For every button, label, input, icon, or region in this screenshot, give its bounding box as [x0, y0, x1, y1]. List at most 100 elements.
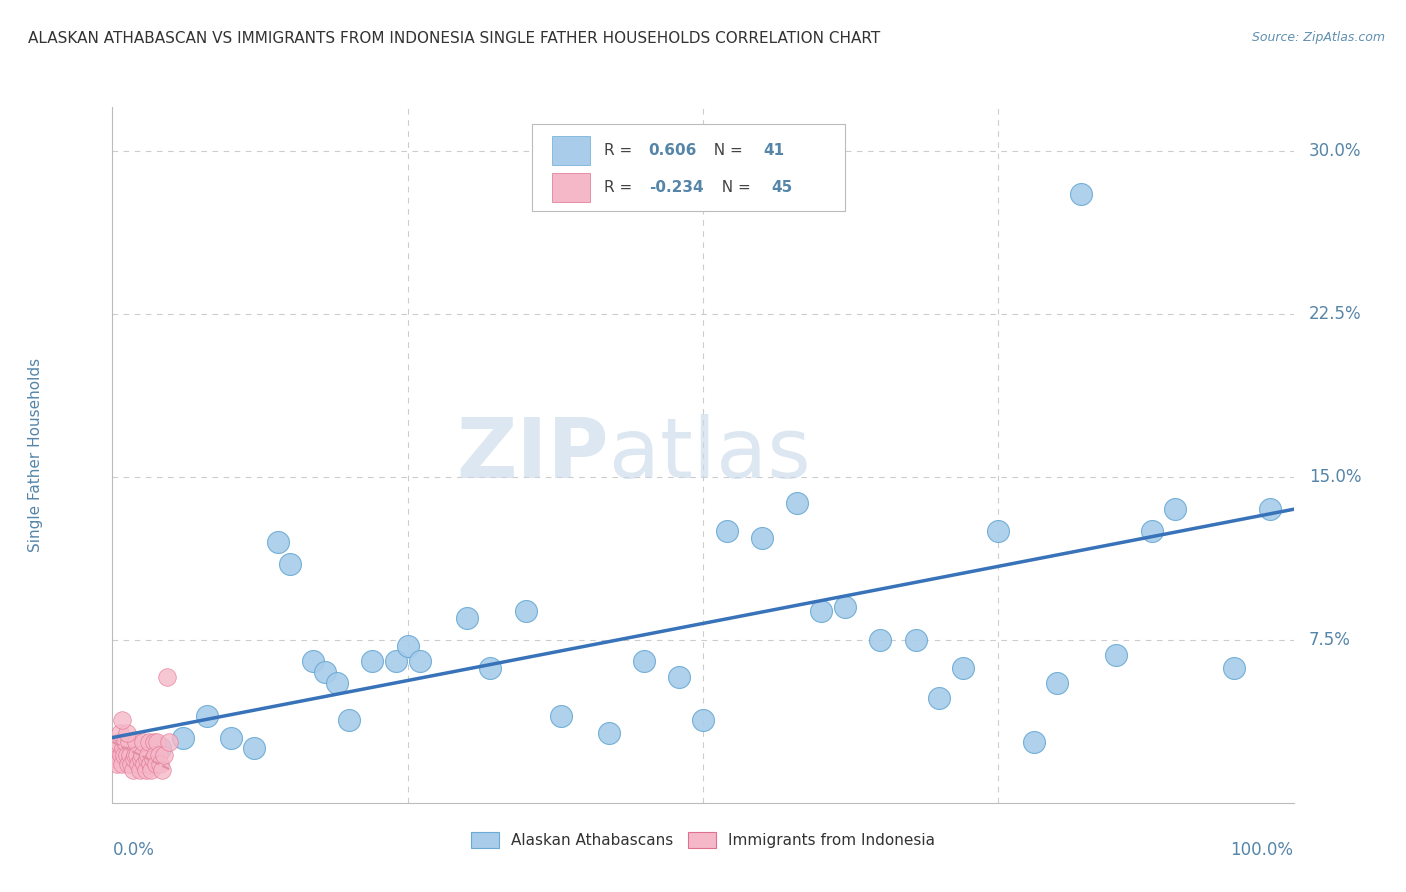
Point	[143, 747, 166, 762]
Point	[1140, 524, 1163, 538]
Point	[118, 735, 141, 749]
Point	[107, 735, 129, 749]
Point	[195, 708, 218, 723]
Bar	[551, 136, 589, 165]
Point	[142, 752, 165, 766]
Point	[408, 655, 430, 669]
Point	[136, 747, 159, 762]
Point	[135, 763, 157, 777]
Point	[479, 661, 502, 675]
Point	[115, 747, 138, 762]
Legend: Alaskan Athabascans, Immigrants from Indonesia: Alaskan Athabascans, Immigrants from Ind…	[465, 826, 941, 855]
Point	[128, 763, 150, 777]
Point	[987, 524, 1010, 538]
Point	[692, 713, 714, 727]
Point	[243, 741, 266, 756]
Point	[132, 735, 155, 749]
Text: 22.5%: 22.5%	[1309, 304, 1361, 323]
Point	[131, 747, 153, 762]
Point	[834, 600, 856, 615]
Point	[396, 639, 419, 653]
Point	[149, 741, 172, 756]
Point	[146, 735, 169, 749]
Point	[120, 747, 142, 762]
Text: Source: ZipAtlas.com: Source: ZipAtlas.com	[1251, 31, 1385, 45]
Point	[142, 735, 165, 749]
Point	[121, 763, 143, 777]
Point	[1258, 502, 1281, 516]
Text: N =: N =	[704, 143, 748, 158]
Point	[515, 605, 537, 619]
Point	[904, 632, 927, 647]
Text: 15.0%: 15.0%	[1309, 467, 1361, 485]
Point	[129, 752, 152, 766]
Point	[1046, 676, 1069, 690]
Point	[138, 735, 160, 749]
Point	[267, 534, 290, 549]
Point	[135, 752, 157, 766]
Point	[1164, 502, 1187, 516]
Point	[120, 756, 142, 771]
Text: ALASKAN ATHABASCAN VS IMMIGRANTS FROM INDONESIA SINGLE FATHER HOUSEHOLDS CORRELA: ALASKAN ATHABASCAN VS IMMIGRANTS FROM IN…	[28, 31, 880, 46]
Point	[139, 756, 162, 771]
Point	[127, 756, 149, 771]
Point	[127, 747, 149, 762]
Point	[751, 531, 773, 545]
FancyBboxPatch shape	[531, 124, 845, 211]
Point	[117, 756, 139, 771]
Text: -0.234: -0.234	[648, 179, 703, 194]
Text: 0.606: 0.606	[648, 143, 697, 158]
Point	[111, 713, 134, 727]
Text: R =: R =	[603, 179, 637, 194]
Point	[153, 747, 176, 762]
Point	[668, 670, 690, 684]
Point	[122, 752, 145, 766]
Point	[110, 747, 132, 762]
Point	[104, 741, 127, 756]
Point	[326, 676, 349, 690]
Point	[149, 756, 172, 771]
Point	[114, 735, 136, 749]
Point	[115, 726, 138, 740]
Point	[928, 691, 950, 706]
Point	[108, 726, 131, 740]
Point	[314, 665, 336, 680]
Point	[156, 670, 179, 684]
Point	[810, 605, 832, 619]
Point	[157, 735, 180, 749]
Point	[598, 726, 620, 740]
Point	[172, 731, 194, 745]
Point	[1223, 661, 1246, 675]
Point	[145, 756, 167, 771]
Point	[148, 747, 170, 762]
Text: N =: N =	[713, 179, 756, 194]
Point	[125, 735, 148, 749]
Point	[124, 747, 146, 762]
Bar	[551, 172, 589, 202]
Point	[112, 747, 135, 762]
Point	[952, 661, 974, 675]
Point	[550, 708, 572, 723]
Point	[1105, 648, 1128, 662]
Text: 41: 41	[763, 143, 785, 158]
Text: 45: 45	[772, 179, 793, 194]
Point	[219, 731, 242, 745]
Point	[105, 752, 128, 766]
Text: 30.0%: 30.0%	[1309, 142, 1361, 160]
Point	[150, 763, 173, 777]
Point	[337, 713, 360, 727]
Text: 0.0%: 0.0%	[112, 841, 155, 859]
Text: atlas: atlas	[609, 415, 810, 495]
Point	[111, 756, 134, 771]
Point	[1022, 735, 1045, 749]
Text: 100.0%: 100.0%	[1230, 841, 1294, 859]
Text: ZIP: ZIP	[456, 415, 609, 495]
Point	[869, 632, 891, 647]
Point	[134, 756, 156, 771]
Point	[456, 611, 478, 625]
Point	[1070, 186, 1092, 201]
Point	[633, 655, 655, 669]
Point	[278, 557, 301, 571]
Point	[112, 741, 135, 756]
Text: Single Father Households: Single Father Households	[28, 358, 44, 552]
